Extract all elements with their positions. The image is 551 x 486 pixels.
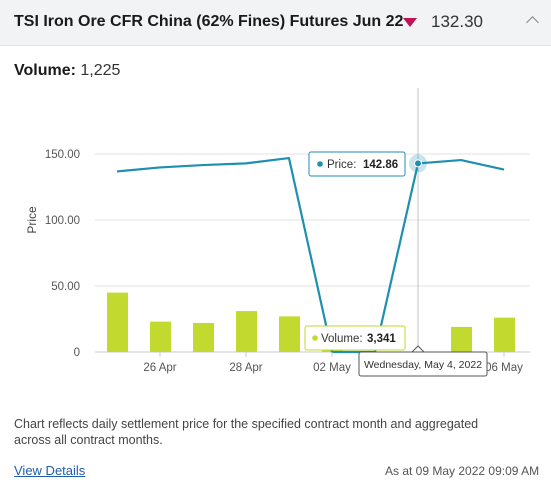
- volume-tooltip-dot: [312, 335, 318, 341]
- volume-bar: [193, 322, 214, 352]
- volume-tooltip: [304, 325, 406, 351]
- volume-bar: [236, 311, 257, 352]
- x-tick-label: 02 May: [313, 362, 351, 374]
- y-axis-label: Price: [25, 206, 39, 234]
- chevron-up-icon[interactable]: [526, 16, 539, 29]
- view-details-link[interactable]: View Details: [14, 463, 86, 478]
- quote-header: TSI Iron Ore CFR China (62% Fines) Futur…: [0, 0, 551, 46]
- price-volume-chart[interactable]: 150.00 100.00 50.00 0 Price 26 Apr 28 Apr 02 Ma…: [0, 80, 551, 380]
- price-tooltip-label: Price:: [327, 159, 356, 171]
- date-tooltip-text: Wednesday, May 4, 2022: [364, 359, 482, 371]
- volume-value: 1,225: [80, 62, 121, 79]
- last-price: 132.30: [431, 12, 483, 31]
- price-tooltip-value: 142.86: [363, 159, 398, 171]
- down-arrow-icon: [403, 18, 417, 27]
- x-tick-label: 28 Apr: [229, 362, 262, 374]
- volume-tooltip-value: 3,341: [367, 333, 396, 345]
- volume-label: Volume:: [14, 62, 76, 79]
- date-tooltip-pointer: [410, 345, 426, 353]
- chart-footnote: Chart reflects daily settlement price fo…: [14, 417, 479, 447]
- volume-bar: [107, 292, 128, 352]
- date-tooltip: [358, 351, 488, 377]
- volume-bar: [150, 321, 171, 352]
- price-hover-point: [414, 159, 422, 168]
- price-tooltip: [308, 151, 406, 177]
- x-tick-label: 06 May: [485, 362, 523, 374]
- y-tick-label: 50.00: [51, 281, 80, 293]
- price-tooltip-dot: [317, 161, 323, 167]
- contract-title: TSI Iron Ore CFR China (62% Fines) Futur…: [14, 13, 404, 30]
- volume-bar: [494, 317, 515, 352]
- x-tick-label: 26 Apr: [143, 362, 176, 374]
- y-tick-label: 150.00: [45, 149, 80, 161]
- volume-tooltip-label: Volume:: [321, 333, 363, 345]
- y-tick-label: 100.00: [45, 215, 80, 227]
- as-at-timestamp: As at 09 May 2022 09:09 AM: [385, 464, 540, 478]
- price-line: [116, 156, 505, 354]
- volume-summary: Volume: 1,225: [14, 62, 120, 80]
- volume-bar: [451, 326, 472, 352]
- y-tick-label: 0: [74, 347, 80, 359]
- volume-bar: [279, 316, 300, 352]
